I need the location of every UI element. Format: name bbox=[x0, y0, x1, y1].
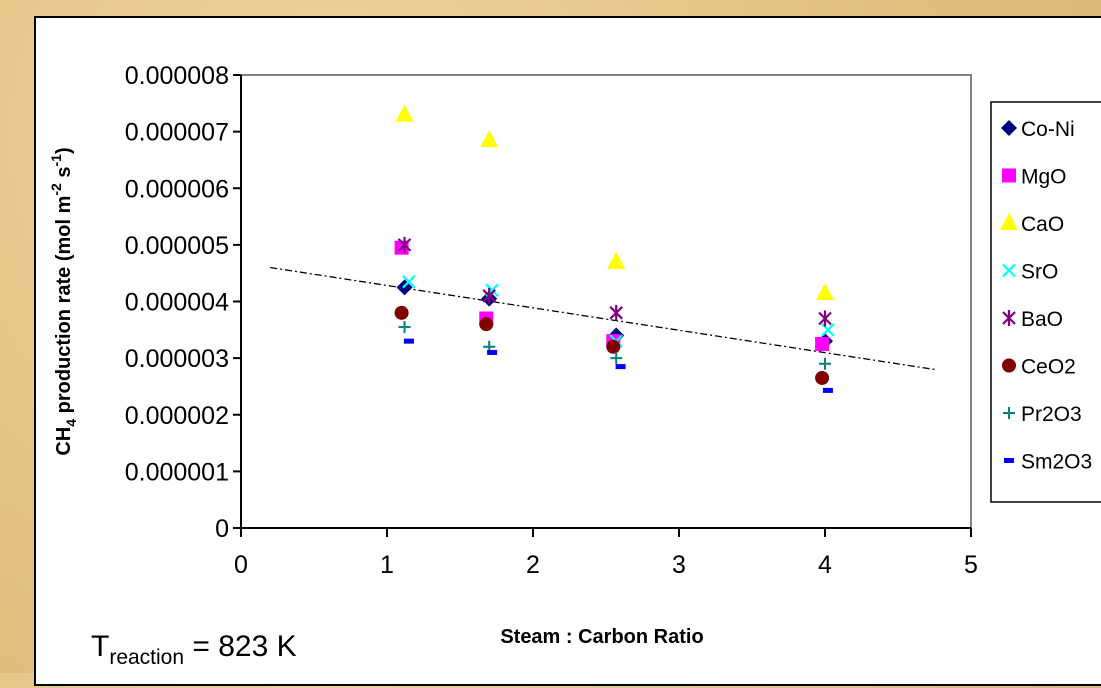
data-point bbox=[816, 283, 834, 301]
legend: Co-Ni MgO CaO SrO BaO CeO2 Pr2O3 Sm2O3 bbox=[990, 101, 1101, 503]
legend-label: BaO bbox=[1021, 308, 1063, 331]
legend-marker bbox=[1002, 168, 1016, 183]
temperature-annotation: Treaction = 823 K bbox=[91, 630, 297, 669]
legend-label: Sm2O3 bbox=[1021, 451, 1092, 474]
x-tick-label: 2 bbox=[526, 551, 540, 579]
y-tick-label: 0.000003 bbox=[125, 345, 229, 373]
annotation-prefix: T bbox=[91, 630, 109, 663]
y-tick-label: 0.000004 bbox=[125, 289, 229, 317]
data-point bbox=[479, 317, 494, 332]
data-point bbox=[398, 320, 411, 333]
legend-label: Pr2O3 bbox=[1021, 403, 1082, 426]
annotation-sub: reaction bbox=[109, 646, 184, 669]
y-tick-label: 0.000005 bbox=[125, 232, 229, 260]
legend-label: CaO bbox=[1021, 213, 1064, 236]
legend-marker bbox=[1002, 310, 1016, 326]
y-tick-label: 0.000008 bbox=[125, 62, 229, 90]
data-point bbox=[607, 251, 626, 269]
data-point bbox=[819, 357, 831, 370]
plot-layer: 0 0.000001 0.000002 0.000003 0.000004 0.00000… bbox=[125, 62, 978, 579]
legend-label: SrO bbox=[1021, 261, 1058, 284]
data-point bbox=[397, 236, 412, 253]
annotation-rest: = 823 K bbox=[184, 630, 297, 663]
legend-label: Co-Ni bbox=[1021, 118, 1075, 141]
y-axis-label: CH4 production rate (mol m-2 s-1) bbox=[48, 147, 79, 455]
y-tick-label: 0.000007 bbox=[125, 119, 229, 147]
data-point bbox=[615, 364, 626, 370]
data-point bbox=[482, 287, 496, 304]
series-cao bbox=[395, 104, 834, 301]
y-axis-label-mid: s bbox=[53, 166, 75, 183]
y-tick-label: 0.000002 bbox=[125, 402, 229, 430]
series-sm2o3 bbox=[403, 338, 833, 393]
data-point bbox=[818, 310, 832, 327]
x-tick-label: 4 bbox=[818, 551, 832, 579]
data-point bbox=[394, 305, 409, 320]
legend-label: MgO bbox=[1021, 166, 1067, 189]
x-tick-label: 0 bbox=[234, 551, 248, 579]
data-point bbox=[821, 323, 835, 337]
y-axis-label-sup2: -1 bbox=[48, 154, 64, 167]
data-point bbox=[815, 370, 830, 385]
data-point bbox=[480, 130, 499, 148]
legend-marker bbox=[1004, 458, 1014, 463]
series-pr2o3 bbox=[398, 320, 831, 370]
data-point bbox=[395, 104, 414, 122]
y-axis-label-sub: 4 bbox=[63, 419, 79, 427]
chart: 0 0.000001 0.000002 0.000003 0.000004 0.00000… bbox=[48, 62, 1101, 669]
x-axis-label: Steam : Carbon Ratio bbox=[500, 626, 703, 648]
legend-marker bbox=[1002, 263, 1016, 278]
y-axis-label-sup1: -2 bbox=[48, 183, 64, 196]
legend-box bbox=[990, 101, 1101, 503]
x-tick-label: 1 bbox=[380, 551, 394, 579]
chart-frame: 0 0.000001 0.000002 0.000003 0.000004 0.00000… bbox=[34, 16, 1101, 686]
legend-label: CeO2 bbox=[1021, 356, 1076, 379]
data-point bbox=[403, 338, 414, 344]
y-tick-label: 0 bbox=[215, 515, 229, 543]
data-point bbox=[402, 274, 416, 289]
y-axis-label-rest: production rate (mol m bbox=[53, 196, 75, 419]
legend-marker bbox=[1000, 213, 1018, 230]
trendline bbox=[270, 266, 935, 371]
legend-marker bbox=[1003, 407, 1015, 419]
y-tick-label: 0.000006 bbox=[125, 175, 229, 203]
y-axis-label-end: ) bbox=[53, 147, 75, 154]
x-tick-label: 5 bbox=[964, 551, 978, 579]
legend-marker bbox=[1002, 358, 1016, 373]
data-point bbox=[815, 336, 830, 351]
data-point bbox=[822, 387, 833, 393]
data-point bbox=[610, 352, 623, 365]
data-point bbox=[487, 349, 498, 355]
y-axis-label-prefix: CH bbox=[53, 427, 75, 456]
series-ceo2 bbox=[394, 305, 830, 385]
x-tick-label: 3 bbox=[672, 551, 686, 579]
plot-area-border bbox=[240, 74, 972, 529]
series-bao bbox=[397, 236, 832, 327]
series-mgo bbox=[394, 240, 830, 351]
data-point bbox=[609, 304, 623, 321]
data-point bbox=[606, 339, 621, 354]
y-tick-label: 0.000001 bbox=[125, 458, 229, 486]
legend-marker bbox=[1001, 120, 1017, 136]
